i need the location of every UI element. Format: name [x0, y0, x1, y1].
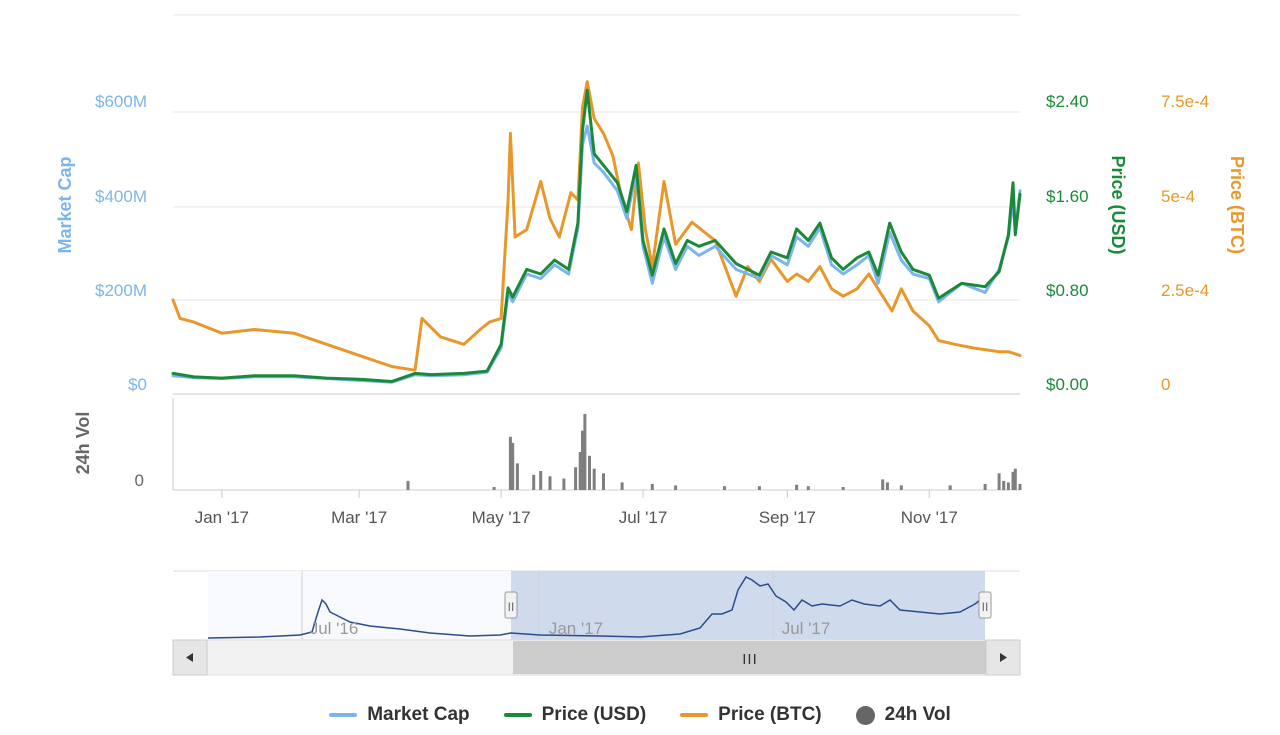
- price-usd-tick-label: $0.00: [1046, 375, 1089, 394]
- volume-bar: [548, 476, 552, 490]
- x-tick-label: Jul '17: [619, 508, 668, 527]
- volume-bar: [508, 436, 512, 490]
- market-cap-tick-label: $400M: [95, 187, 147, 206]
- price-btc-tick-label: 0: [1161, 375, 1170, 394]
- navigator-left-handle[interactable]: II: [504, 591, 518, 619]
- scroll-right-button[interactable]: [985, 639, 1021, 676]
- navigator-tick-label: Jul '16: [310, 619, 359, 638]
- handle-grip: II: [982, 600, 989, 614]
- volume-bar: [532, 474, 536, 490]
- price-usd-tick-label: $0.80: [1046, 281, 1089, 300]
- market-cap-tick-label: $0: [128, 375, 147, 394]
- navigator-tick-label: Jan '17: [549, 619, 603, 638]
- volume-bar: [511, 442, 515, 490]
- legend-swatch-icon: [855, 705, 875, 725]
- volume-bar: [539, 471, 543, 490]
- legend-label: Price (USD): [541, 704, 647, 725]
- volume-bar: [806, 486, 810, 490]
- volume-bar: [602, 473, 605, 490]
- volume-bar: [881, 479, 885, 490]
- legend-label: Price (BTC): [718, 704, 822, 725]
- volume-bar: [620, 482, 624, 490]
- price-usd-tick-label: $1.60: [1046, 187, 1089, 206]
- volume-bar: [588, 455, 591, 490]
- x-tick-label: Jan '17: [195, 508, 249, 527]
- series-layer: [171, 80, 1022, 384]
- legend-label: 24h Vol: [884, 704, 951, 725]
- volume-bar: [578, 452, 582, 490]
- legend-swatch-icon: [503, 713, 532, 717]
- grid-layer: [172, 14, 1020, 491]
- x-axis: Jan '17 Mar '17 May '17 Jul '17 Sep '17 Nov '…: [195, 490, 958, 527]
- volume-bar: [948, 485, 952, 490]
- handle-body[interactable]: [504, 591, 518, 619]
- volume-bar: [723, 486, 726, 490]
- volume-bar: [983, 483, 987, 490]
- scrollbar-thumb[interactable]: [513, 641, 988, 674]
- x-tick-label: May '17: [472, 508, 531, 527]
- volume-bar: [1011, 471, 1015, 490]
- market-cap-tick-label: $600M: [95, 92, 147, 111]
- price-usd-axis-title: Price (USD): [1108, 155, 1128, 254]
- volume-bar: [515, 463, 519, 490]
- volume-bar: [1006, 482, 1010, 490]
- handle-body[interactable]: [978, 591, 992, 619]
- legend-swatch-icon: [680, 713, 709, 717]
- price-btc-tick-label: 2.5e-4: [1161, 281, 1209, 300]
- x-tick-label: Sep '17: [759, 508, 816, 527]
- series-price-usd-line: [171, 88, 1022, 383]
- series-price-btc-line: [171, 80, 1022, 372]
- volume-bar: [795, 484, 799, 490]
- volume-bar: [406, 480, 410, 490]
- volume-bar: [1018, 483, 1022, 490]
- axis-labels: $0 $200M $400M $600M $0.00 $0.80 $1.60 $2.40 0 2.…: [55, 92, 1247, 490]
- handle-grip: II: [508, 600, 515, 614]
- legend-swatch-icon: [329, 713, 358, 717]
- volume-bar: [574, 467, 578, 490]
- volume-bar: [592, 468, 596, 490]
- navigator-right-handle[interactable]: II: [978, 591, 992, 619]
- legend-label: Market Cap: [367, 704, 470, 725]
- series-market-cap-line: [171, 124, 1022, 384]
- volume-layer: [406, 414, 1022, 490]
- volume-bar: [841, 487, 845, 490]
- x-tick-label: Mar '17: [331, 508, 387, 527]
- legend: Market Cap Price (USD) Price (BTC) 24h Vol: [0, 700, 1280, 730]
- volume-bar: [997, 473, 1001, 490]
- volume-bar: [492, 487, 496, 490]
- price-btc-axis-title: Price (BTC): [1227, 156, 1247, 254]
- volume-axis-title: 24h Vol: [73, 412, 93, 475]
- legend-item-24h-vol[interactable]: 24h Vol: [855, 704, 951, 726]
- volume-bar: [757, 486, 761, 490]
- x-tick-label: Nov '17: [901, 508, 958, 527]
- scrollbar-grip: III: [742, 651, 758, 668]
- chevron-right-icon[interactable]: [1000, 653, 1007, 662]
- volume-bar: [650, 483, 654, 490]
- price-btc-tick-label: 7.5e-4: [1161, 92, 1209, 111]
- volume-bar: [674, 485, 678, 490]
- navigator-selected-range[interactable]: [511, 571, 985, 640]
- legend-item-price-btc[interactable]: Price (BTC): [680, 704, 822, 726]
- volume-bar: [583, 414, 587, 490]
- volume-bar: [885, 482, 889, 490]
- volume-bar: [562, 478, 566, 490]
- navigator-outside-area: [208, 571, 511, 640]
- volume-bar: [899, 485, 903, 490]
- navigator-tick-label: Jul '17: [782, 619, 831, 638]
- price-btc-tick-label: 5e-4: [1161, 187, 1195, 206]
- market-cap-axis-title: Market Cap: [55, 156, 75, 253]
- volume-tick-label: 0: [135, 471, 144, 490]
- price-usd-tick-label: $2.40: [1046, 92, 1089, 111]
- navigator-series-line: [207, 576, 986, 639]
- chart-svg: $0 $200M $400M $600M $0.00 $0.80 $1.60 $2.40 0 2.…: [55, 14, 1247, 676]
- volume-bar: [1002, 480, 1006, 490]
- legend-item-price-usd[interactable]: Price (USD): [503, 704, 647, 726]
- legend-item-market-cap[interactable]: Market Cap: [329, 704, 470, 726]
- market-cap-tick-label: $200M: [95, 281, 147, 300]
- volume-bar: [1013, 468, 1017, 490]
- chevron-left-icon[interactable]: [186, 653, 193, 662]
- volume-bar: [581, 430, 584, 490]
